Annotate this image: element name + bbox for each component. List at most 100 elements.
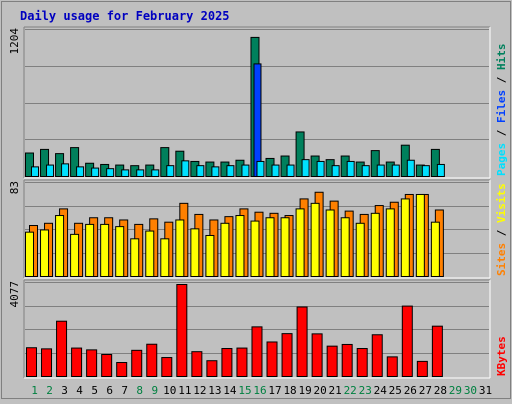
- x-tick-day-22: 22: [344, 384, 357, 397]
- bar-sites-day-17: [265, 217, 275, 277]
- bar-kbytes-day-9: [146, 343, 158, 377]
- bar-pages-day-2: [46, 164, 55, 178]
- legend-part: /: [495, 70, 508, 90]
- bar-kbytes-day-11: [176, 284, 188, 377]
- x-tick-day-17: 17: [268, 384, 281, 397]
- legend-part: Files: [495, 90, 508, 123]
- x-tick-day-9: 9: [151, 384, 158, 397]
- bar-sites-day-1: [25, 231, 34, 277]
- bar-sites-day-3: [55, 215, 65, 278]
- bar-pages-day-20: [316, 160, 325, 178]
- bar-hits-day-2: [40, 148, 50, 177]
- bar-sites-day-22: [340, 217, 350, 277]
- bar-sites-day-6: [100, 223, 110, 277]
- bar-pages-day-4: [76, 166, 85, 177]
- bar-kbytes-day-1: [26, 347, 37, 378]
- x-tick-day-10: 10: [163, 384, 176, 397]
- bar-kbytes-day-10: [161, 357, 173, 378]
- legend-part: KBytes: [495, 336, 508, 376]
- bar-kbytes-day-5: [86, 349, 98, 378]
- bar-hits-day-4: [70, 147, 80, 177]
- x-tick-day-5: 5: [91, 384, 98, 397]
- bar-pages-day-16: [256, 160, 265, 178]
- bar-pages-day-1: [31, 166, 39, 177]
- bar-pages-day-24: [376, 164, 385, 178]
- x-tick-day-23: 23: [359, 384, 372, 397]
- x-tick-day-31: 31: [479, 384, 492, 397]
- bar-hits-day-19: [295, 131, 305, 177]
- x-tick-day-11: 11: [178, 384, 191, 397]
- x-tick-day-7: 7: [121, 384, 128, 397]
- bar-kbytes-day-17: [266, 341, 278, 377]
- bar-kbytes-day-16: [251, 326, 263, 377]
- bar-hits-day-24: [370, 150, 380, 178]
- bar-pages-day-9: [151, 169, 160, 178]
- x-tick-day-15: 15: [238, 384, 251, 397]
- bar-pages-day-17: [271, 164, 280, 178]
- bar-kbytes-day-8: [131, 349, 143, 377]
- bar-kbytes-day-25: [386, 356, 398, 378]
- panel-mid-legend: Sites / Visits: [495, 183, 508, 276]
- bar-sites-day-4: [70, 233, 80, 277]
- bar-kbytes-day-3: [56, 320, 68, 378]
- bar-sites-day-18: [280, 217, 290, 277]
- bar-sites-day-8: [130, 238, 140, 277]
- bar-sites-day-9: [145, 230, 155, 277]
- bar-sites-day-2: [40, 229, 50, 278]
- bar-kbytes-day-2: [41, 348, 53, 377]
- bar-pages-day-28: [436, 163, 445, 178]
- bar-pages-day-22: [346, 160, 355, 178]
- bar-pages-day-26: [406, 159, 415, 178]
- bar-kbytes-day-18: [281, 333, 293, 377]
- x-tick-day-2: 2: [46, 384, 53, 397]
- x-tick-day-21: 21: [329, 384, 342, 397]
- x-tick-day-20: 20: [314, 384, 327, 397]
- bar-pages-day-27: [421, 165, 430, 178]
- legend-part: Pages: [495, 143, 508, 176]
- bar-kbytes-day-12: [191, 351, 203, 377]
- bar-files-day-16: [253, 63, 262, 177]
- bar-kbytes-day-24: [371, 334, 383, 378]
- x-tick-day-19: 19: [298, 384, 311, 397]
- bar-sites-day-12: [190, 228, 200, 278]
- bar-sites-day-20: [310, 202, 320, 277]
- bar-pages-day-19: [301, 159, 310, 178]
- bar-sites-day-26: [400, 198, 410, 277]
- bar-pages-day-5: [91, 167, 100, 177]
- bar-sites-day-5: [85, 223, 95, 277]
- x-tick-day-26: 26: [404, 384, 417, 397]
- panel-bot: 4077 KBytes: [8, 279, 508, 379]
- bar-kbytes-day-6: [101, 353, 113, 378]
- panel-mid-max-label: 83: [8, 181, 21, 194]
- legend-part: Visits: [495, 183, 508, 223]
- bar-pages-day-14: [226, 165, 235, 178]
- bar-pages-day-13: [211, 166, 220, 177]
- bar-sites-day-7: [115, 226, 125, 277]
- x-tick-day-3: 3: [61, 384, 68, 397]
- bar-sites-day-28: [430, 221, 440, 278]
- panel-top: 1204 Pages / Files / Hits: [8, 26, 508, 179]
- x-tick-day-13: 13: [208, 384, 221, 397]
- x-tick-day-12: 12: [193, 384, 206, 397]
- chart-panels: 1204 Pages / Files / Hits 83 Sites / Visits…: [8, 26, 508, 379]
- bar-sites-day-24: [370, 212, 380, 277]
- bar-pages-day-11: [181, 160, 190, 178]
- bar-kbytes-day-7: [116, 362, 128, 377]
- x-tick-day-16: 16: [253, 384, 266, 397]
- bar-sites-day-14: [220, 222, 230, 277]
- legend-part: Sites: [495, 243, 508, 276]
- x-axis-day-labels: 1 2 3 4 5 6 7 8 9 10 11 12 13 14 15 16 17 18 19 20 21 22 23 24 2…: [31, 384, 492, 397]
- chart-title: Daily usage for February 2025: [20, 9, 230, 23]
- bar-kbytes-day-21: [326, 345, 338, 378]
- x-tick-day-24: 24: [374, 384, 388, 397]
- bar-sites-day-16: [250, 220, 260, 277]
- x-tick-day-27: 27: [419, 384, 432, 397]
- x-tick-day-1: 1: [31, 384, 38, 397]
- bar-sites-day-19: [295, 208, 305, 277]
- bar-pages-day-21: [331, 165, 340, 178]
- bar-sites-day-21: [325, 209, 335, 277]
- bar-pages-day-12: [196, 165, 205, 178]
- bar-kbytes-day-26: [401, 305, 413, 377]
